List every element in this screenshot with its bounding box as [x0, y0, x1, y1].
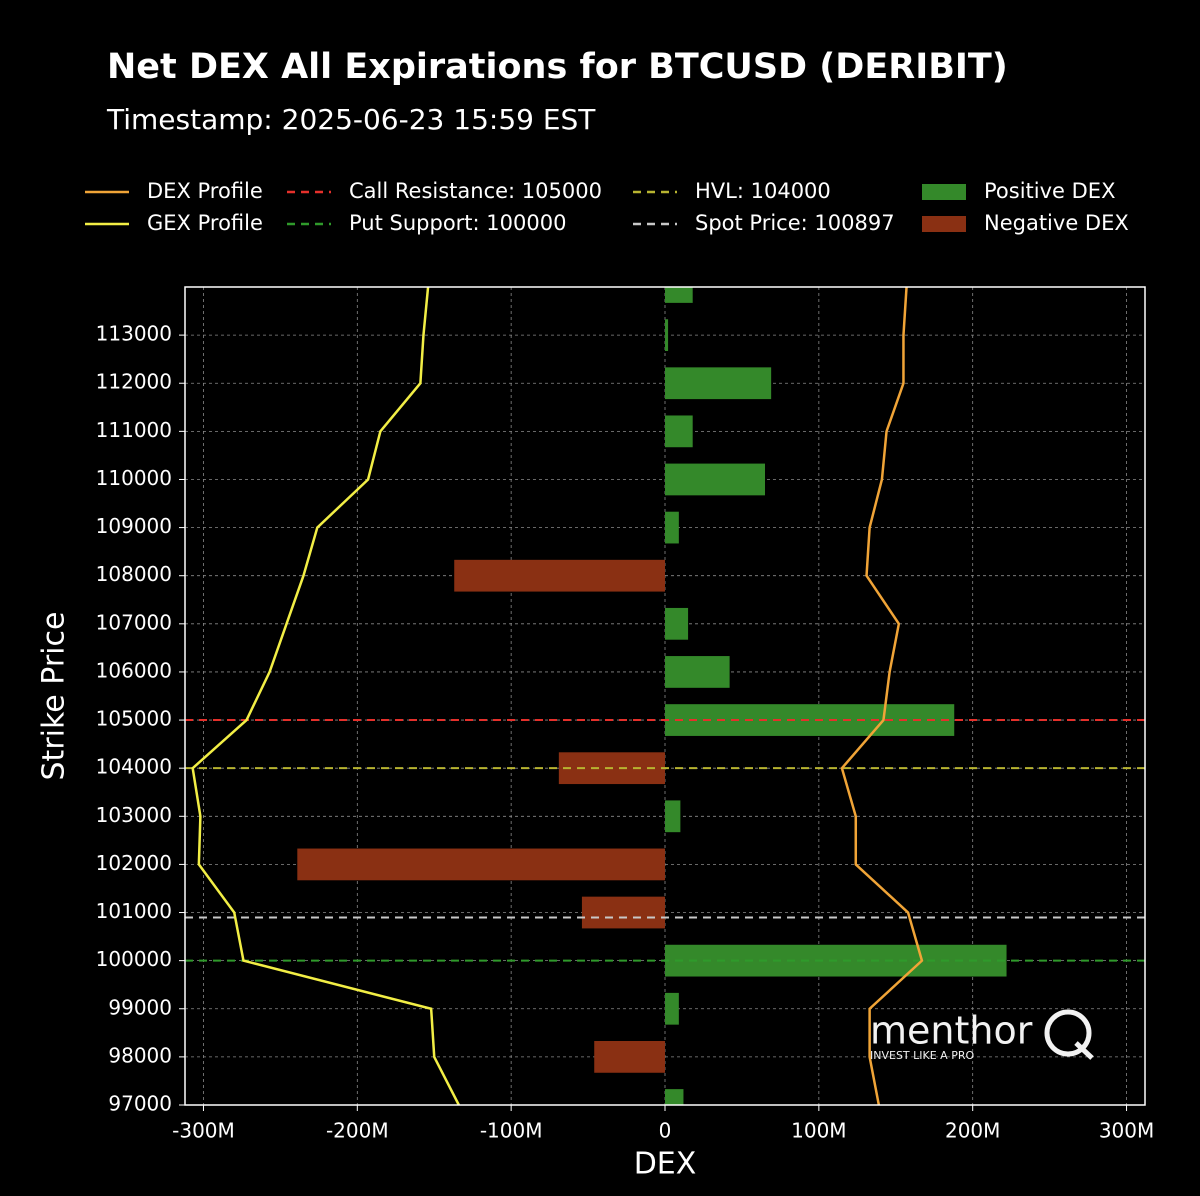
y-tick-label: 102000 [96, 851, 172, 875]
y-tick-label: 99000 [108, 995, 172, 1019]
y-tick-label: 104000 [96, 755, 172, 779]
y-tick-label: 100000 [96, 947, 172, 971]
bar [665, 1089, 684, 1105]
legend-label: Negative DEX [984, 211, 1129, 235]
x-tick-label: -200M [326, 1119, 389, 1143]
bar [665, 319, 669, 351]
profile-line [191, 287, 460, 1105]
x-tick-label: 0 [659, 1119, 672, 1143]
bar [594, 1041, 665, 1073]
x-tick-label: 200M [945, 1119, 1000, 1143]
legend-swatch [922, 216, 966, 232]
x-tick-label: -100M [480, 1119, 543, 1143]
bar [665, 656, 730, 688]
y-axis-label: Strike Price [37, 612, 72, 781]
x-tick-label: 100M [791, 1119, 846, 1143]
legend-label: Put Support: 100000 [349, 211, 566, 235]
x-tick-label: 300M [1099, 1119, 1154, 1143]
watermark-logo [1044, 1009, 1092, 1057]
bar [665, 992, 679, 1025]
bar [454, 559, 665, 592]
y-tick-label: 98000 [108, 1043, 172, 1067]
chart-subtitle: Timestamp: 2025-06-23 15:59 EST [106, 103, 596, 136]
watermark-text: menthor [870, 1009, 1033, 1053]
y-tick-label: 111000 [96, 418, 172, 442]
watermark: menthor INVEST LIKE A PRO [870, 1009, 1094, 1062]
y-tick-label: 108000 [96, 562, 172, 586]
watermark-logo-tail [1074, 1041, 1094, 1060]
y-tick-label: 103000 [96, 803, 172, 827]
legend-label: Spot Price: 100897 [695, 211, 895, 235]
legend-label: Call Resistance: 105000 [349, 179, 602, 203]
bar [665, 287, 693, 303]
y-tick-label: 109000 [96, 514, 172, 538]
legend-swatch [922, 184, 966, 200]
y-tick-label: 107000 [96, 610, 172, 634]
watermark-tagline: INVEST LIKE A PRO [870, 1049, 974, 1062]
bar [665, 367, 772, 400]
y-tick-label: 113000 [96, 322, 172, 346]
bar [581, 896, 665, 929]
y-tick-label: 112000 [96, 370, 172, 394]
bar [665, 463, 765, 496]
bar [665, 607, 689, 640]
bar [665, 511, 679, 544]
x-tick-label: -300M [172, 1119, 235, 1143]
legend-label: DEX Profile [147, 179, 263, 203]
y-tick-label: 97000 [108, 1092, 172, 1116]
y-tick-label: 101000 [96, 899, 172, 923]
legend-label: GEX Profile [147, 211, 263, 235]
chart-title: Net DEX All Expirations for BTCUSD (DERI… [107, 47, 1008, 87]
legend-label: Positive DEX [984, 179, 1115, 203]
plot-area [185, 287, 1145, 1105]
y-tick-label: 106000 [96, 658, 172, 682]
x-axis-label: DEX [634, 1147, 697, 1182]
legend-label: HVL: 104000 [695, 179, 831, 203]
y-tick-label: 110000 [96, 466, 172, 490]
y-tick-label: 105000 [96, 707, 172, 731]
bar [665, 415, 693, 448]
bar [297, 848, 665, 881]
profile-line [840, 287, 924, 1105]
bar [665, 800, 681, 833]
